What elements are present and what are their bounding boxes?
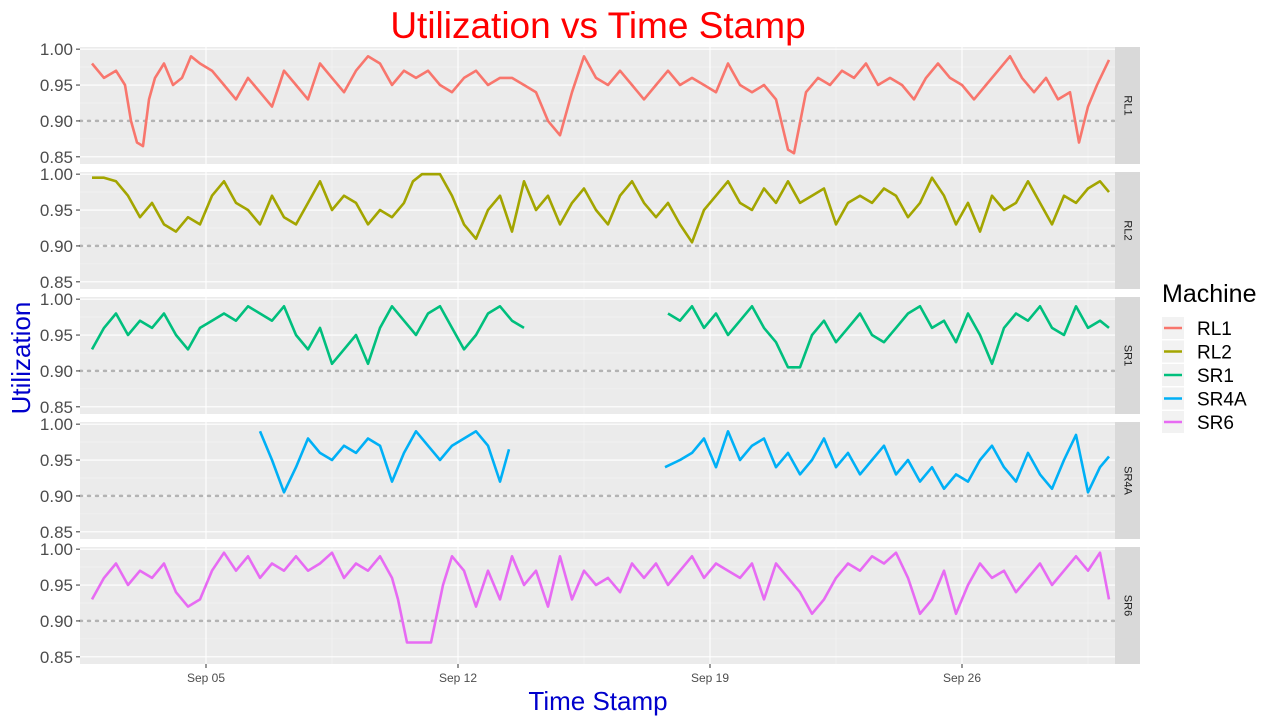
legend-item-sr4a: SR4A	[1162, 387, 1247, 411]
x-tick-label: Sep 05	[187, 671, 225, 685]
y-tick-label: 0.95	[40, 201, 73, 220]
series-line-sr6	[90, 551, 1111, 644]
panel-sr4a: 0.85 0.90 0.95 1.00 SR4A	[40, 415, 1140, 542]
chart-title: Utilization vs Time Stamp	[390, 5, 805, 46]
facet-strip	[1115, 297, 1140, 414]
y-tick-label: 1.00	[40, 540, 73, 559]
legend-title: Machine	[1162, 280, 1257, 308]
x-axis-title: Time Stamp	[528, 686, 667, 716]
y-tick-label: 1.00	[40, 415, 73, 434]
x-tick-label: Sep 12	[439, 671, 477, 685]
facet-strip	[1115, 422, 1140, 539]
x-tick-label: Sep 19	[691, 671, 729, 685]
y-tick-label: 0.85	[40, 648, 73, 667]
legend-label: RL2	[1197, 343, 1232, 364]
y-tick-label: 0.90	[40, 237, 73, 256]
y-tick-label: 0.90	[40, 112, 73, 131]
legend-item-rl1: RL1	[1162, 317, 1232, 340]
y-tick-label: 1.00	[40, 165, 73, 184]
facet-panels: 0.850.900.951.00RL10.850.900.951.00RL20.…	[40, 40, 1140, 667]
legend-label: SR6	[1197, 413, 1234, 434]
facet-strip-label: RL1	[1122, 95, 1134, 115]
y-tick-label: 0.95	[40, 326, 73, 345]
facet-strip-label: SR1	[1122, 345, 1134, 366]
y-tick-label: 0.90	[40, 487, 73, 506]
panel-sr1: 0.85 0.90 0.95 1.00 SR1	[40, 290, 1140, 417]
y-tick-label: 0.95	[40, 76, 73, 95]
legend-label: SR1	[1197, 366, 1234, 387]
series-line-sr4a	[664, 430, 1110, 494]
facet-strip	[1115, 47, 1140, 164]
series-line-sr1	[90, 305, 525, 366]
panel-sr6: 0.85 0.90 0.95 1.00 SR6	[40, 540, 1140, 667]
legend-item-sr6: SR6	[1162, 411, 1234, 434]
y-tick-label: 0.95	[40, 576, 73, 595]
legend-item-rl2: RL2	[1162, 340, 1232, 364]
y-tick-label: 1.00	[40, 290, 73, 309]
legend-item-sr1: SR1	[1162, 364, 1234, 387]
series-line-sr1	[667, 305, 1110, 369]
y-tick-label: 0.90	[40, 612, 73, 631]
panel-background	[80, 297, 1115, 414]
legend-label: SR4A	[1197, 390, 1247, 411]
facet-strip-label: SR6	[1122, 595, 1134, 616]
y-tick-label: 0.90	[40, 362, 73, 381]
y-tick-label: 0.85	[40, 523, 73, 542]
facet-strip	[1115, 547, 1140, 664]
facet-strip	[1115, 172, 1140, 289]
facet-strip-label: RL2	[1122, 220, 1134, 240]
series-line-sr4a	[258, 430, 511, 494]
y-tick-label: 0.85	[40, 148, 73, 167]
series-line-rl2	[92, 172, 1110, 244]
panel-rl1: 0.85 0.90 0.95 1.00 RL1	[40, 40, 1140, 167]
legend-label: RL1	[1197, 319, 1232, 340]
y-axis-title: Utilization	[6, 302, 36, 415]
y-tick-label: 0.85	[40, 398, 73, 417]
y-tick-label: 0.95	[40, 451, 73, 470]
panel-background	[80, 422, 1115, 539]
x-tick-label: Sep 26	[943, 671, 981, 685]
facet-strip-label: SR4A	[1122, 466, 1134, 495]
series-line-rl1	[91, 55, 1111, 155]
x-axis: Sep 05 Sep 12 Sep 19 Sep 26	[187, 664, 981, 685]
y-tick-label: 0.85	[40, 273, 73, 292]
panel-background	[80, 172, 1115, 289]
panel-background	[80, 47, 1115, 164]
y-tick-label: 1.00	[40, 40, 73, 59]
panel-rl2: 0.85 0.90 0.95 1.00 RL2	[40, 165, 1140, 292]
